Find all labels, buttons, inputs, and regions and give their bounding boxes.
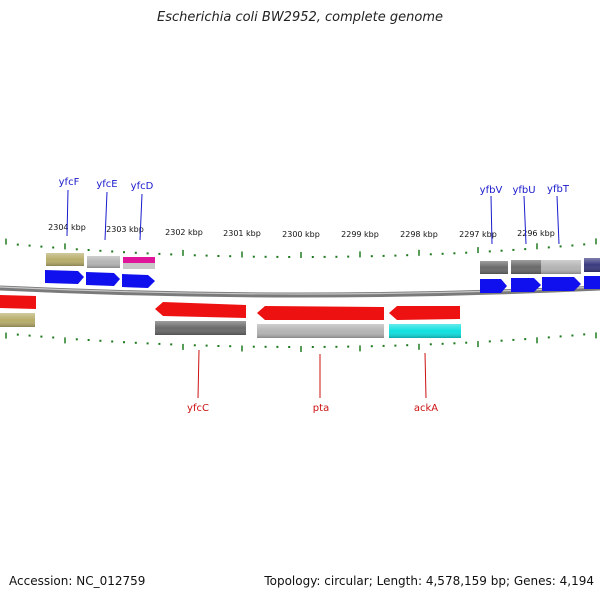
gene-label: yfcF	[59, 177, 80, 188]
cog-box	[46, 253, 84, 266]
reverse-cds-arrow	[0, 295, 36, 309]
gene-label: yfbT	[547, 184, 570, 195]
cog-box	[584, 258, 600, 272]
map-title: Escherichia coli BW2952, complete genome	[157, 10, 443, 25]
bottom-label-leaders	[197, 349, 427, 399]
cog-box	[123, 263, 155, 269]
ruler-ticks-bottom	[5, 332, 597, 352]
cog-box	[123, 257, 155, 263]
forward-cds-track	[45, 270, 600, 293]
ruler-label: 2300 kbp	[282, 230, 320, 239]
reverse-cds-track	[0, 295, 460, 320]
gene-label: yfcD	[131, 181, 154, 192]
topology-value: circular	[324, 574, 369, 588]
reverse-cds-arrow	[389, 306, 460, 320]
cog-track-top	[46, 253, 600, 274]
length-value: 4,578,159 bp	[425, 574, 506, 588]
gene-label: yfcE	[96, 179, 117, 190]
ruler-label: 2298 kbp	[400, 230, 438, 239]
forward-cds-arrow	[511, 278, 541, 292]
forward-cds-arrow	[542, 277, 581, 291]
cog-box	[480, 261, 508, 274]
length-label: Length:	[376, 574, 423, 588]
reverse-cds-arrow	[257, 306, 384, 320]
accession-label: Accession:	[9, 574, 73, 588]
gene-label: yfbV	[480, 185, 503, 196]
gene-label: yfcC	[187, 403, 209, 414]
forward-cds-arrow	[480, 279, 507, 293]
ruler-labels: 2304 kbp 2303 kbp 2302 kbp 2301 kbp 2300…	[48, 223, 555, 239]
cog-track-bottom	[0, 313, 461, 338]
leader-line	[197, 349, 200, 399]
cog-box	[87, 256, 120, 268]
cog-box	[511, 260, 541, 274]
ruler-label: 2302 kbp	[165, 228, 203, 237]
leader-line	[556, 195, 560, 245]
top-gene-labels: yfcF yfcE yfcD yfbV yfbU yfbT	[59, 177, 570, 196]
accession-info: Accession: NC_012759	[9, 574, 145, 588]
leader-line	[424, 352, 427, 399]
cog-box	[389, 324, 461, 338]
ruler-ticks-top	[5, 238, 597, 258]
forward-cds-arrow	[122, 274, 155, 288]
forward-cds-arrow	[86, 272, 120, 286]
gene-label: yfbU	[512, 185, 535, 196]
forward-cds-arrow	[45, 270, 84, 284]
genome-summary: Topology: circular; Length: 4,578,159 bp…	[264, 574, 594, 588]
leader-line	[139, 193, 143, 241]
gene-label: pta	[313, 403, 329, 414]
cog-box	[257, 324, 384, 338]
genes-value: 4,194	[559, 574, 594, 588]
cog-box	[541, 260, 581, 274]
leader-line	[66, 189, 69, 237]
genes-label: Genes:	[513, 574, 556, 588]
reverse-cds-arrow	[155, 302, 246, 318]
cog-box	[0, 313, 35, 327]
cog-box	[155, 321, 246, 335]
bottom-gene-labels: yfcC pta ackA	[187, 403, 438, 414]
ruler-label: 2301 kbp	[223, 229, 261, 238]
leader-line	[104, 191, 108, 241]
gene-label: ackA	[414, 403, 438, 414]
ruler-label: 2297 kbp	[459, 230, 497, 239]
forward-cds-arrow	[584, 276, 600, 289]
ruler-label: 2296 kbp	[517, 229, 555, 238]
ruler-label: 2303 kbp	[106, 225, 144, 234]
topology-label: Topology:	[264, 574, 321, 588]
top-label-leaders	[66, 189, 560, 245]
ruler-label: 2299 kbp	[341, 230, 379, 239]
leader-line	[490, 195, 493, 245]
leader-line	[523, 195, 527, 245]
accession-value: NC_012759	[76, 574, 146, 588]
